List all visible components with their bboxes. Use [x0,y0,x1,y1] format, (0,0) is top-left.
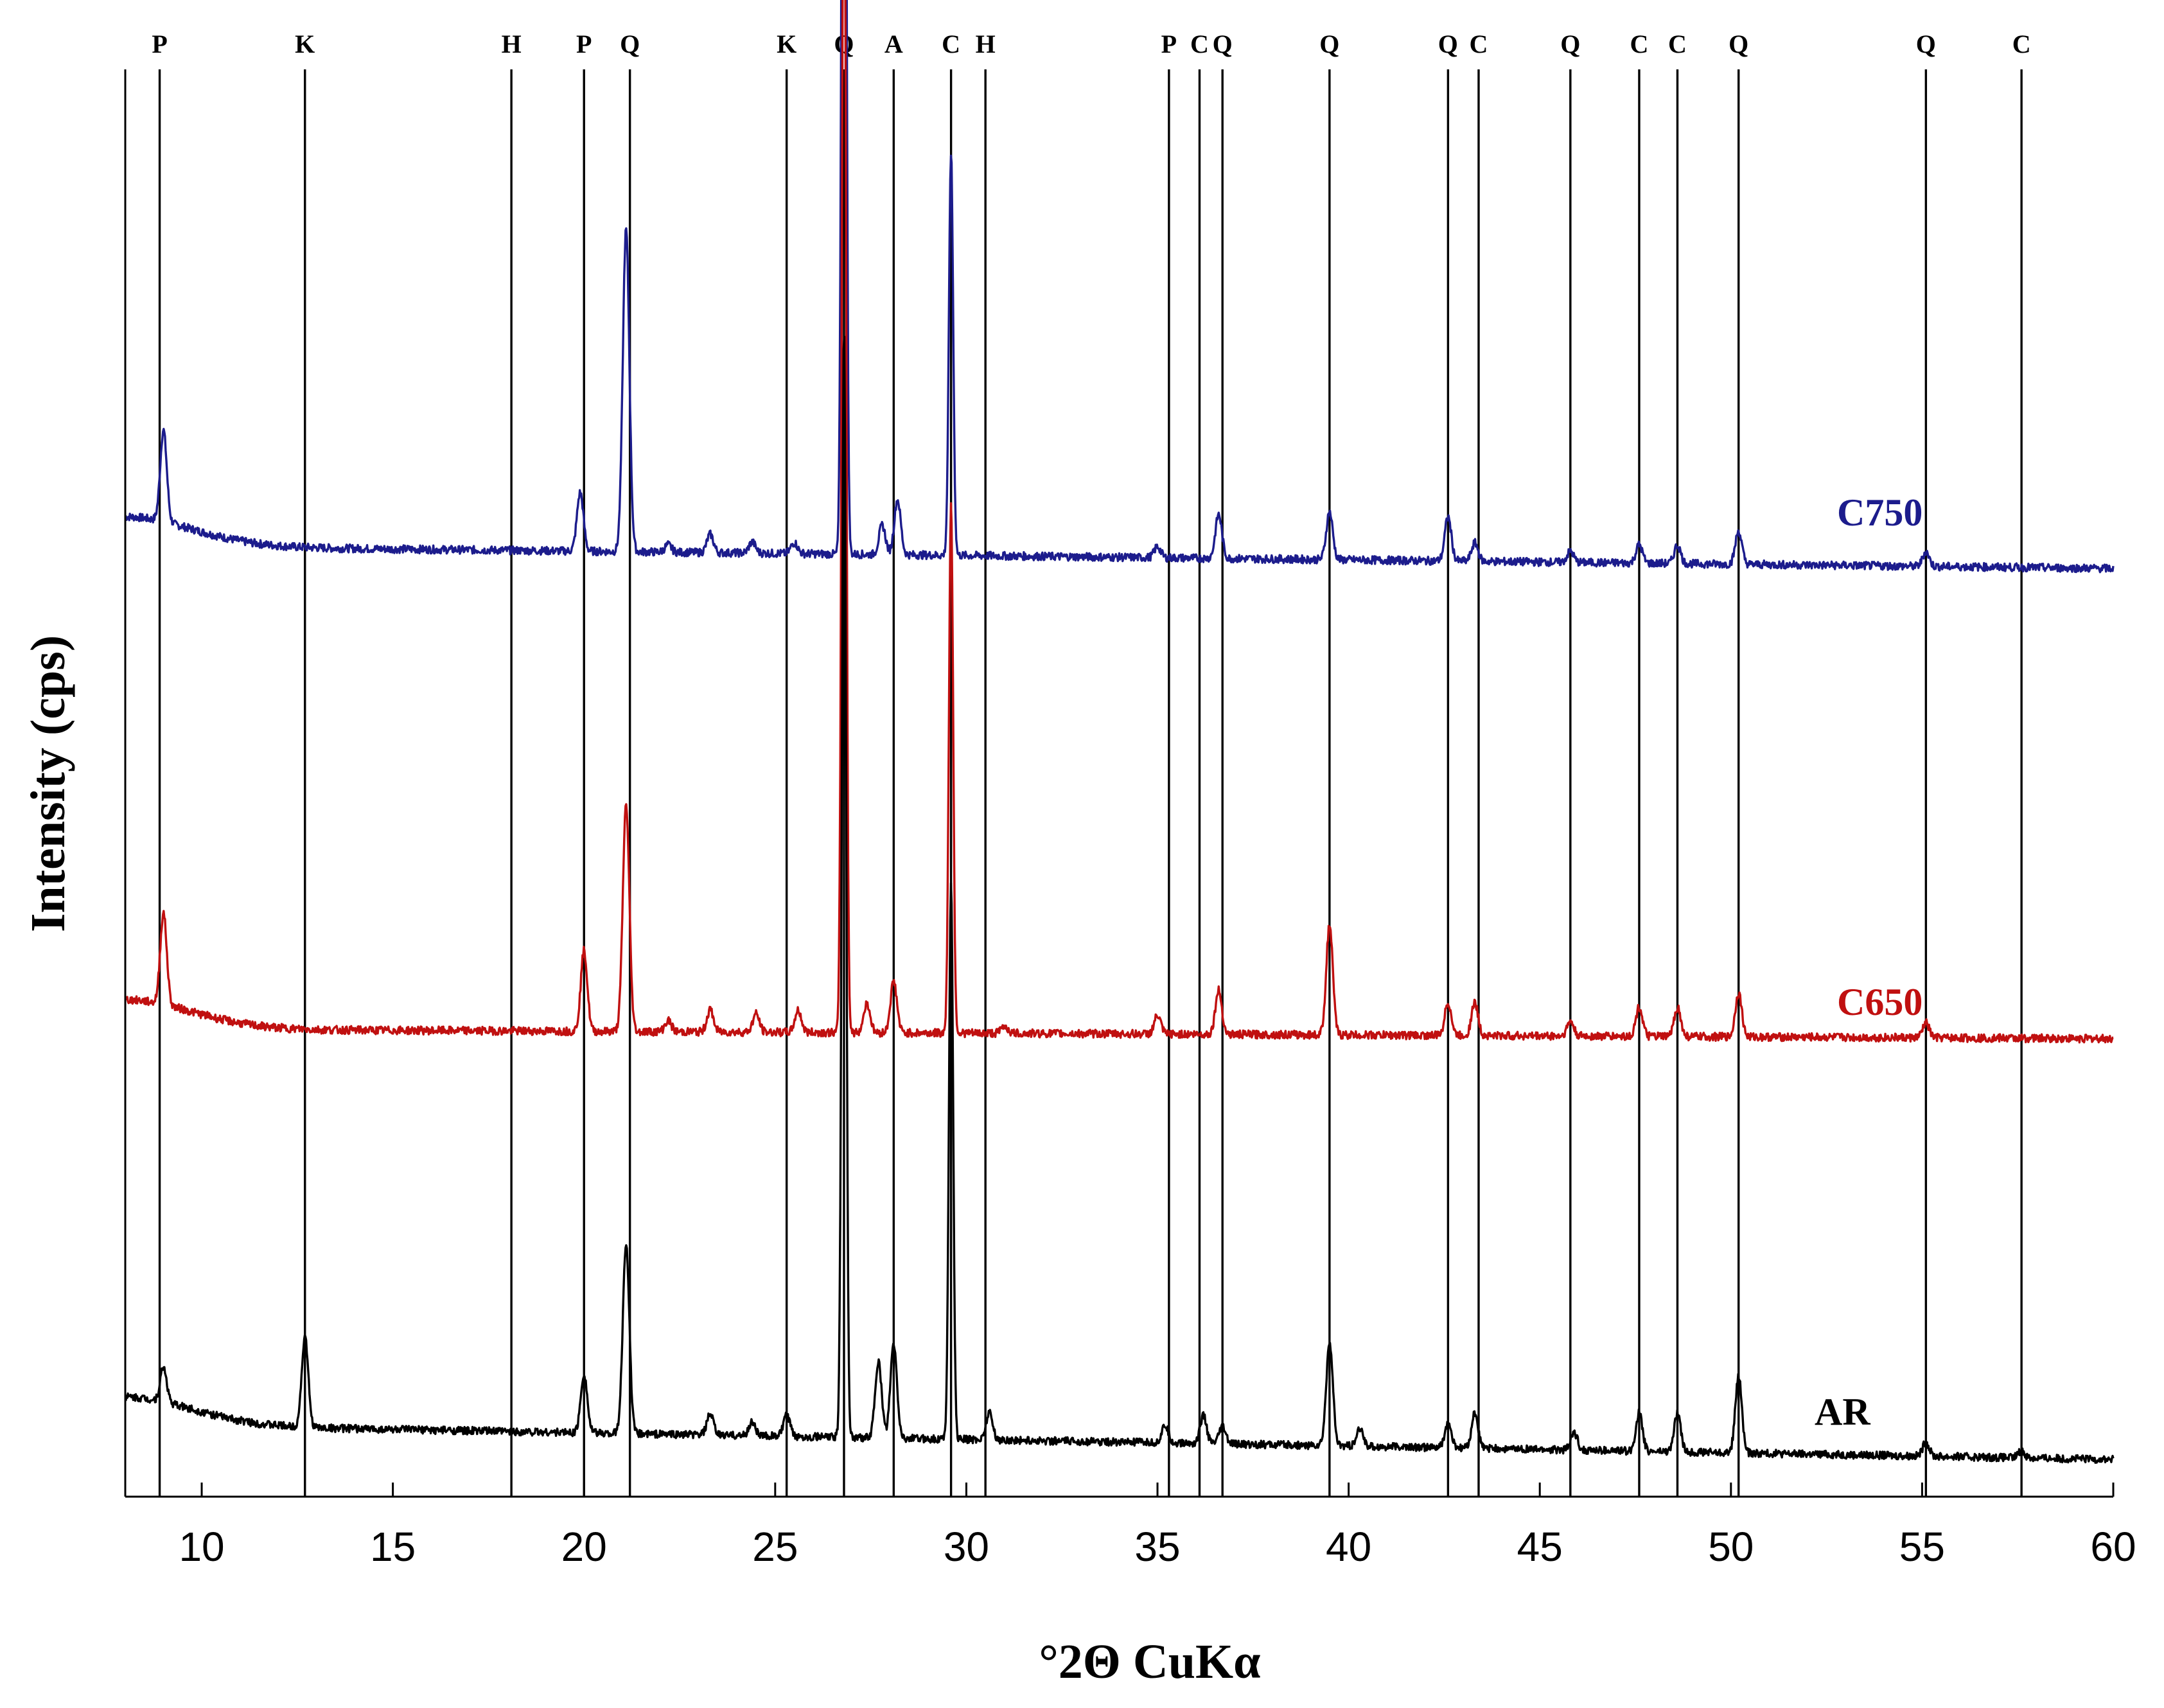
phase-label-17: C [1630,30,1649,58]
x-axis-title: °2Θ CuKα [1039,1635,1260,1689]
reference-lines [158,69,2023,1497]
series-line-ar [125,335,2115,1464]
x-tick-label-45: 45 [1517,1524,1563,1570]
series-line-c750 [124,0,2115,574]
x-tick-label-40: 40 [1326,1524,1371,1570]
phase-label-2: H [502,30,522,58]
y-axis-title: Intensity (cps) [21,635,75,932]
x-tick-label-10: 10 [179,1524,224,1570]
x-tick-label-20: 20 [561,1524,607,1570]
phase-label-21: C [2012,30,2031,58]
x-axis: 10 15 20 25 30 35 40 45 50 55 60 [179,1483,2136,1570]
phase-label-13: Q [1319,30,1339,58]
x-tick-label-35: 35 [1134,1524,1180,1570]
phase-label-11: C [1190,30,1209,58]
phase-label-10: P [1161,30,1177,58]
x-tick-label-15: 15 [370,1524,416,1570]
phase-label-18: C [1668,30,1687,58]
phase-label-5: K [777,30,796,58]
phase-label-7: A [884,30,903,58]
x-tick-label-60: 60 [2090,1524,2136,1570]
series-label-ar: AR [1815,1391,1870,1433]
phase-label-0: P [152,30,167,58]
x-tick-label-55: 55 [1899,1524,1945,1570]
phase-label-8: C [942,30,960,58]
plot-frame [124,69,2113,1498]
series-label-c650: C650 [1837,981,1922,1023]
phase-label-19: Q [1729,30,1748,58]
series-labels: C750 C650 AR [1815,491,1922,1433]
x-tick-label-25: 25 [752,1524,798,1570]
x-tick-label-30: 30 [944,1524,989,1570]
phase-label-15: C [1470,30,1488,58]
series-line-c650 [125,0,2114,1044]
phase-label-16: Q [1560,30,1580,58]
phase-label-12: Q [1213,30,1233,58]
phase-label-4: Q [620,30,640,58]
phase-label-3: P [576,30,592,58]
phase-label-6: Q [834,30,854,58]
x-tick-label-50: 50 [1708,1524,1754,1570]
series-label-c750: C750 [1837,491,1922,534]
phase-label-9: H [976,30,996,58]
phase-label-14: Q [1438,30,1458,58]
traces [124,0,2115,1464]
phase-label-20: Q [1916,30,1936,58]
phase-label-1: K [295,30,315,58]
